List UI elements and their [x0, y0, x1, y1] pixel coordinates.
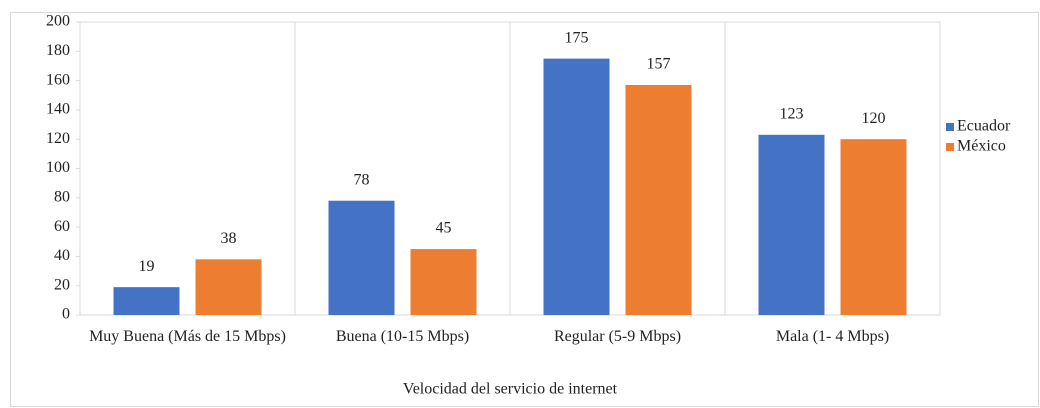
bar — [113, 287, 180, 315]
y-tick-label: 40 — [54, 247, 70, 264]
bar — [195, 259, 262, 315]
legend-swatch — [946, 143, 954, 151]
y-tick-label: 80 — [54, 188, 70, 205]
y-tick-label: 0 — [62, 306, 70, 323]
y-tick-label: 180 — [46, 42, 70, 59]
bar — [840, 139, 907, 315]
x-axis-label: Velocidad del servicio de internet — [403, 381, 618, 398]
legend-label: Ecuador — [957, 118, 1011, 135]
legend-label: México — [957, 138, 1006, 155]
bar — [410, 249, 477, 315]
chart-border — [10, 12, 1039, 407]
data-label: 19 — [139, 258, 155, 275]
y-tick-label: 160 — [46, 71, 70, 88]
x-tick-label: Regular (5-9 Mbps) — [553, 328, 682, 345]
x-tick-label: Buena (10-15 Mbps) — [335, 328, 470, 345]
data-label: 45 — [436, 220, 452, 237]
data-label: 38 — [221, 230, 237, 247]
bar — [625, 84, 692, 316]
y-tick-label: 200 — [46, 13, 70, 30]
data-label: 175 — [565, 29, 589, 46]
bar — [543, 58, 610, 315]
y-tick-label: 100 — [46, 159, 70, 176]
data-label: 157 — [647, 56, 671, 73]
y-tick-label: 60 — [54, 218, 70, 235]
bar — [758, 134, 825, 315]
data-label: 120 — [862, 110, 886, 127]
data-label: 78 — [354, 171, 370, 188]
y-tick-label: 20 — [54, 276, 70, 293]
bar — [328, 200, 395, 315]
y-tick-label: 140 — [46, 101, 70, 118]
x-tick-label: Mala (1- 4 Mbps) — [775, 328, 890, 345]
legend-swatch — [946, 123, 954, 131]
x-tick-label: Muy Buena (Más de 15 Mbps) — [89, 328, 286, 345]
y-tick-label: 120 — [46, 130, 70, 147]
data-label: 123 — [780, 105, 804, 122]
